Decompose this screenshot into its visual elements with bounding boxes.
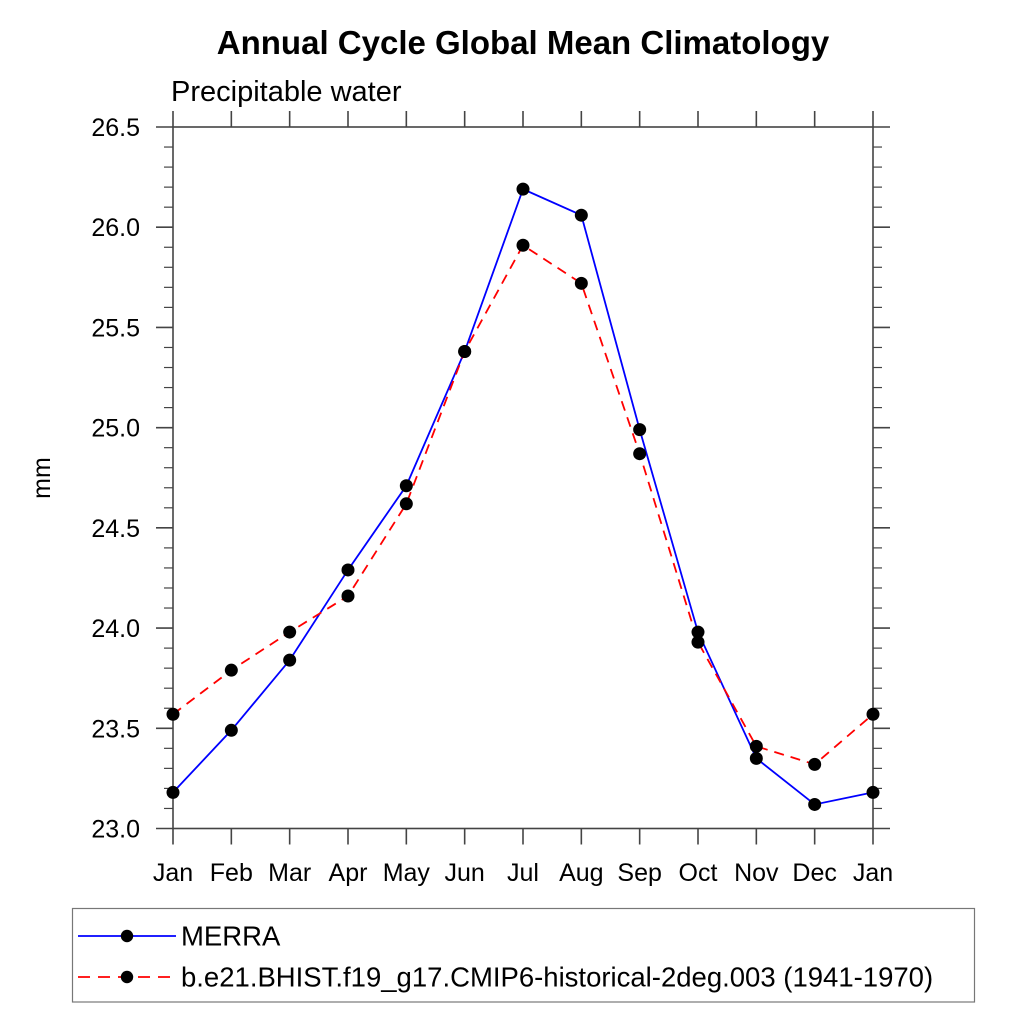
data-point-0 [341,563,355,577]
x-tick-label: May [383,859,431,887]
data-point-0 [283,653,297,667]
x-tick-label: Feb [210,859,253,887]
data-point-1 [691,635,705,649]
x-tick-label: Mar [268,859,311,887]
legend-entry-merra: MERRA [78,921,281,952]
y-tick-label: 24.5 [91,515,140,543]
data-point-0 [691,625,705,639]
data-point-1 [516,238,530,252]
x-tick-label: Dec [792,859,836,887]
y-tick-label: 23.0 [91,816,140,844]
data-point-1 [458,344,472,358]
legend-label-merra: MERRA [181,921,281,952]
data-point-1 [399,497,413,511]
data-point-0 [574,208,588,222]
legend-box [71,907,976,1003]
x-tick-label: Oct [679,859,718,887]
data-point-0 [633,423,647,437]
data-point-0 [224,723,238,737]
x-tick-label: Nov [734,859,779,887]
x-tick-label: Apr [329,859,368,887]
plot-frame [172,126,874,830]
x-tick-label: Jan [853,859,893,887]
x-tick-label: Jun [445,859,485,887]
data-point-1 [283,625,297,639]
legend-marker-model [120,970,134,984]
data-point-0 [749,751,763,765]
series-line-0 [172,187,874,806]
y-tick-label: 25.5 [91,314,140,342]
legend: MERRA b.e21.BHIST.f19_g17.CMIP6-historic… [71,907,976,1003]
chart-title: Annual Cycle Global Mean Climatology [217,24,830,61]
data-point-1 [749,739,763,753]
y-tick-label: 24.0 [91,615,140,643]
y-tick-label: 26.5 [91,114,140,142]
x-tick-label: Sep [617,859,661,887]
y-axis-label: mm [28,457,56,499]
data-point-1 [341,589,355,603]
data-point-1 [224,663,238,677]
plot-area: 23.0 23.5 24.0 24.5 25.0 25.5 26.0 26.5 Jan Feb Ma… [91,111,893,887]
x-tick-label: Jul [507,859,539,887]
legend-entry-model: b.e21.BHIST.f19_g17.CMIP6-historical-2de… [78,962,933,993]
y-tick-label: 26.0 [91,214,140,242]
chart-subtitle: Precipitable water [171,76,402,108]
legend-marker-merra [120,929,134,943]
data-point-1 [633,447,647,461]
data-point-0 [808,797,822,811]
y-tick-label: 25.0 [91,415,140,443]
y-tick-label: 23.5 [91,715,140,743]
data-point-0 [516,182,530,196]
x-tick-label: Jan [153,859,193,887]
data-point-1 [808,757,822,771]
data-point-1 [166,707,180,721]
data-point-1 [574,276,588,290]
series-line-1 [172,243,874,766]
data-point-0 [399,479,413,493]
data-point-1 [866,707,880,721]
x-tick-label: Aug [559,859,603,887]
data-point-0 [166,785,180,799]
legend-label-model: b.e21.BHIST.f19_g17.CMIP6-historical-2de… [181,962,933,993]
data-point-0 [866,785,880,799]
